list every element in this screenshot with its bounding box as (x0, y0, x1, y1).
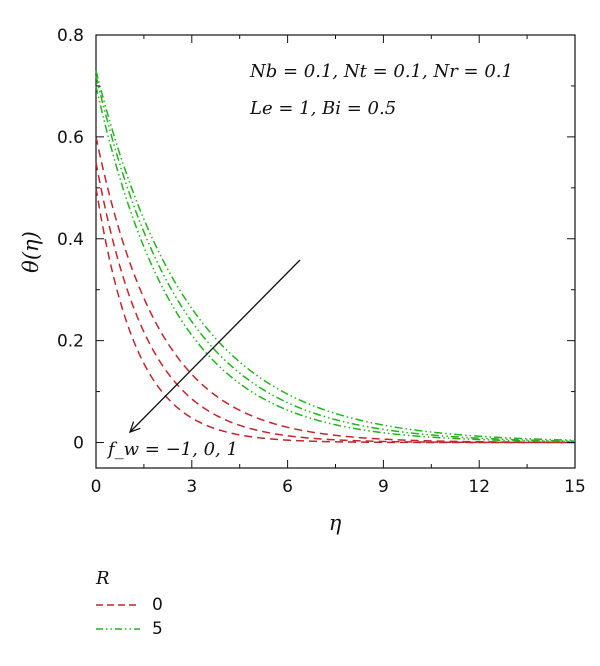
y-tick-label: 0.2 (57, 332, 84, 352)
x-tick-label: 15 (564, 477, 586, 497)
series-5-curve-2 (95, 85, 576, 443)
legend-title: R (96, 568, 110, 589)
legend: R 0 5 (96, 568, 163, 641)
y-tick-label: 0.8 (57, 26, 84, 46)
legend-item-r0: 0 (96, 593, 163, 617)
y-tick-label: 0.4 (57, 230, 84, 250)
arrow-label: f_w = −1, 0, 1 (106, 439, 238, 460)
legend-label-r0: 0 (152, 595, 163, 615)
curves (95, 70, 576, 444)
x-tick-label: 6 (282, 477, 293, 497)
arrow-shaft (129, 259, 301, 433)
series-5-curve-0 (95, 70, 576, 442)
y-tick-label: 0.6 (57, 128, 84, 148)
x-tick-label: 12 (468, 477, 490, 497)
arrow-head (128, 421, 141, 434)
trend-arrow (128, 259, 301, 434)
series-0-curve-1 (95, 162, 575, 444)
x-tick-label: 0 (91, 477, 102, 497)
axis-ticks (95, 34, 576, 468)
x-tick-label: 3 (186, 477, 197, 497)
legend-label-r5: 5 (152, 619, 163, 639)
y-tick-label: 0 (73, 434, 84, 454)
chart: 0 3 6 9 12 15 0 0.2 0.4 0.6 0.8 η θ(η) Nb = 0.1, N… (19, 26, 586, 535)
y-axis-label: θ(η) (19, 231, 43, 273)
params-annotation-2: Le = 1, Bi = 0.5 (249, 98, 396, 119)
series-5-curve-1 (95, 75, 576, 442)
tick-labels: 0 3 6 9 12 15 0 0.2 0.4 0.6 0.8 (57, 26, 586, 497)
legend-swatch-dashed (96, 604, 140, 606)
series-0-curve-0 (95, 136, 575, 444)
series-0-curve-2 (95, 187, 575, 444)
legend-item-r5: 5 (96, 617, 163, 641)
x-tick-label: 9 (378, 477, 389, 497)
params-annotation-1: Nb = 0.1, Nt = 0.1, Nr = 0.1 (249, 61, 513, 82)
legend-swatch-dashdotdot (96, 628, 140, 630)
x-axis-label: η (329, 511, 342, 535)
